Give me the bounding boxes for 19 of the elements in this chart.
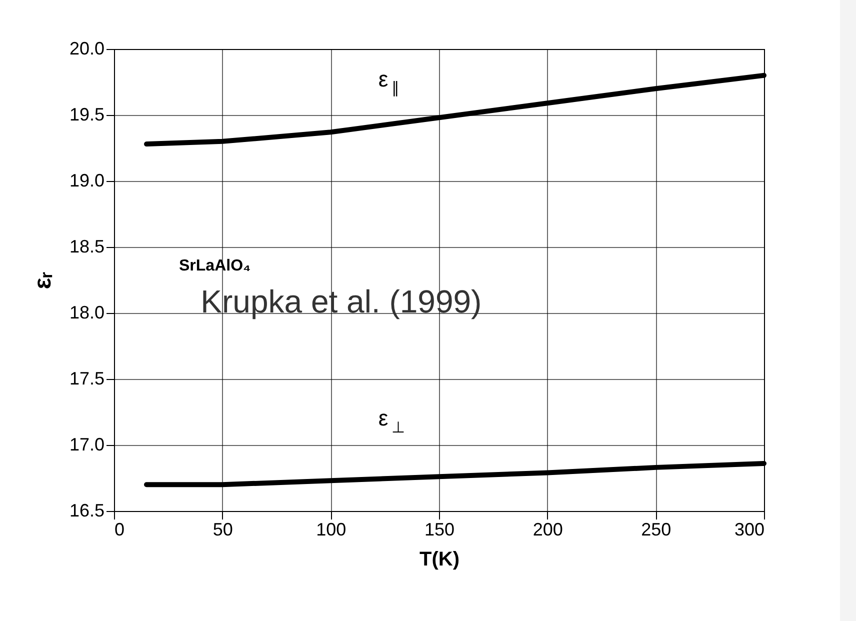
y-tick-label: 18.0 <box>69 302 104 322</box>
x-tick-label: 50 <box>212 520 233 540</box>
y-tick-label: 16.5 <box>69 500 104 520</box>
x-tick-label: 100 <box>316 520 346 540</box>
y-tick-label: 18.5 <box>69 236 104 256</box>
x-tick-label: 150 <box>424 520 455 540</box>
y-tick-label: 17.0 <box>69 434 104 454</box>
y-axis-title: εᵣ <box>29 272 56 290</box>
x-tick-label: 300 <box>734 520 764 540</box>
x-tick-label: 250 <box>641 520 672 540</box>
annotation: ε⊥ <box>378 406 405 436</box>
x-tick-label: 200 <box>532 520 563 540</box>
annotation: ε∥ <box>378 66 400 98</box>
y-tick-label: 17.5 <box>69 368 104 388</box>
y-tick-label: 19.5 <box>69 104 104 124</box>
x-tick-label: 0 <box>114 520 125 540</box>
y-tick-label: 20.0 <box>69 38 104 58</box>
x-axis-title: T(K) <box>420 548 460 570</box>
y-tick-label: 19.0 <box>69 170 104 190</box>
